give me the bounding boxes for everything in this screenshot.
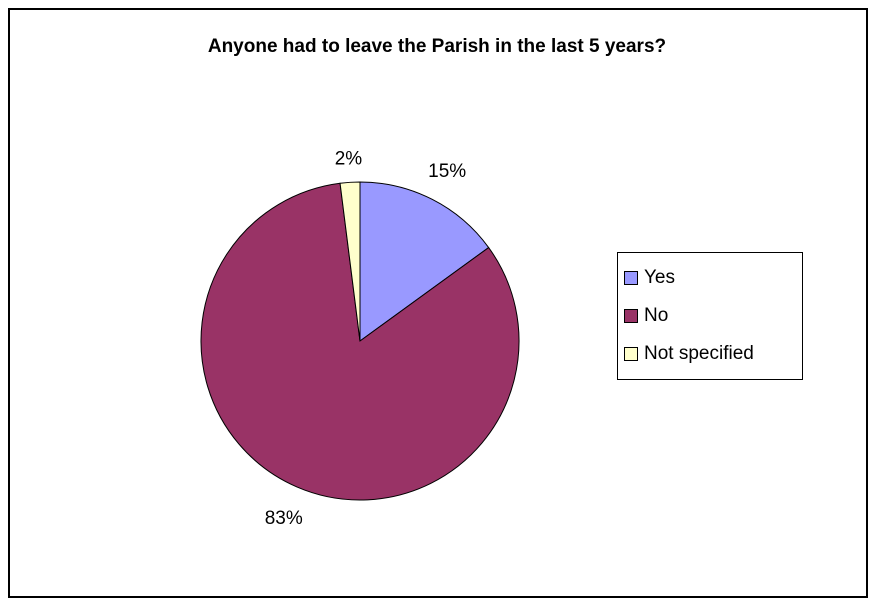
data-label-not-specified: 2% — [335, 148, 363, 169]
data-label-no: 83% — [265, 508, 303, 529]
chart-title: Anyone had to leave the Parish in the la… — [207, 36, 667, 57]
legend-swatch-no — [624, 309, 638, 323]
legend-swatch-yes — [624, 271, 638, 285]
legend-label-not-specified: Not specified — [644, 343, 754, 364]
legend-label-no: No — [644, 305, 669, 326]
legend: Yes No Not specified — [617, 252, 803, 380]
legend-swatch-not-specified — [624, 347, 638, 361]
legend-item-yes: Yes — [624, 259, 802, 297]
legend-item-no: No — [624, 297, 802, 335]
pie-slice-no — [200, 182, 520, 501]
pie-slice-yes — [359, 181, 490, 342]
legend-item-not-specified: Not specified — [624, 335, 802, 373]
data-label-yes: 15% — [428, 161, 466, 182]
pie-slice-not-specified — [339, 181, 361, 342]
legend-label-yes: Yes — [644, 267, 675, 288]
